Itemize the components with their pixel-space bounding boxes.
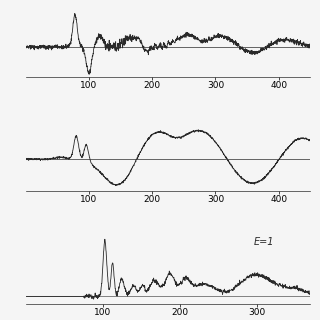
Text: E=1: E=1: [253, 237, 274, 247]
